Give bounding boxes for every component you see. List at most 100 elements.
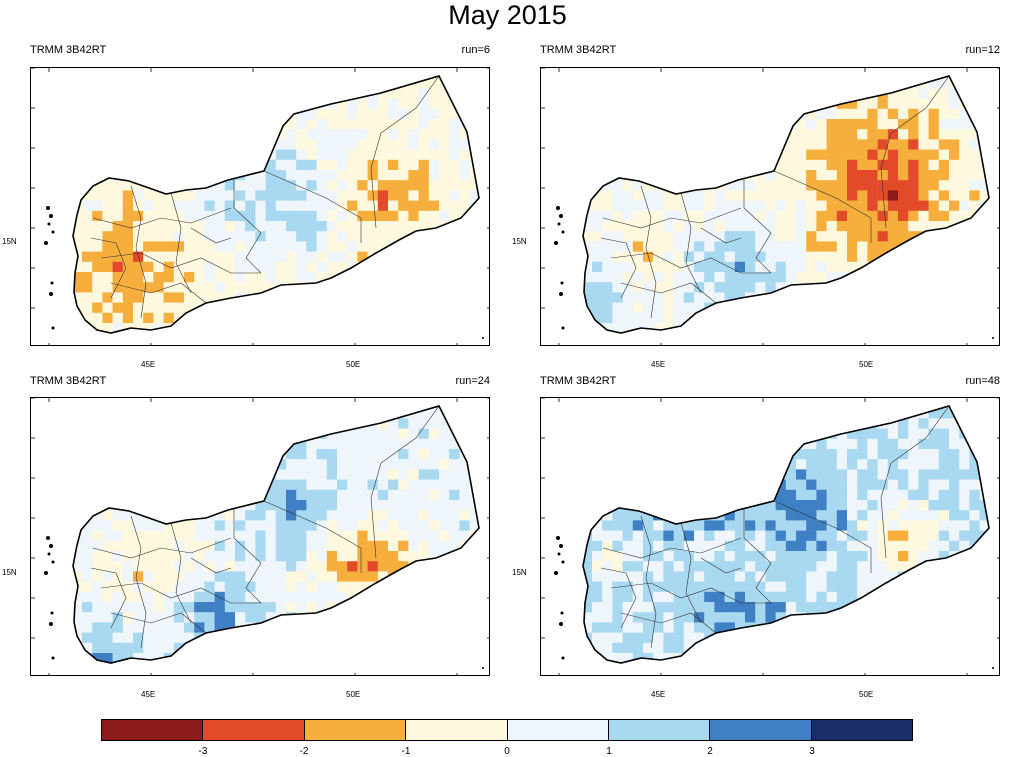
grid-cell: [245, 129, 256, 140]
province-boundary: [370, 76, 440, 229]
grid-cell: [959, 170, 970, 181]
grid-cell: [296, 449, 307, 460]
grid-cell: [367, 438, 379, 450]
grid-cell: [102, 333, 113, 344]
grid-cell: [245, 551, 256, 562]
grid-cell: [204, 581, 215, 593]
grid-cell: [235, 149, 246, 161]
grid-cell: [133, 408, 144, 419]
grid-cell: [347, 231, 358, 242]
grid-cell: [694, 428, 705, 440]
grid-cell: [663, 561, 674, 572]
grid-cell: [796, 500, 807, 511]
grid-cell: [214, 98, 226, 110]
grid-cell: [683, 200, 695, 212]
grid-cell: [82, 231, 93, 242]
grid-cell: [928, 159, 940, 171]
grid-cell: [224, 190, 236, 201]
grid-cell: [806, 333, 817, 344]
grid-cell: [704, 540, 715, 552]
grid-cell: [775, 449, 787, 460]
grid-cell: [194, 673, 205, 676]
grid-cell: [62, 429, 73, 440]
grid-cell: [265, 438, 277, 450]
grid-cell: [826, 282, 838, 293]
grid-cell: [583, 88, 593, 99]
grid-cell: [326, 170, 338, 181]
grid-cell: [428, 159, 440, 171]
grid-cell: [439, 333, 450, 344]
grid-cell: [673, 108, 685, 120]
grid-cell: [92, 571, 103, 582]
grid-cell: [847, 438, 858, 450]
grid-cell: [836, 190, 848, 201]
grid-cell: [82, 479, 93, 491]
grid-cell: [990, 480, 1000, 491]
grid-cell: [990, 231, 1000, 242]
grid-cell: [225, 343, 236, 346]
grid-cell: [265, 581, 277, 593]
grid-cell: [235, 272, 246, 283]
grid-cell: [153, 581, 164, 593]
grid-cell: [653, 170, 664, 181]
grid-cell: [949, 98, 960, 110]
grid-cell: [673, 520, 685, 531]
grid-cell: [561, 170, 572, 181]
grid-cell: [663, 408, 674, 419]
grid-cell: [969, 406, 980, 409]
grid-cell: [938, 200, 950, 212]
grid-cell: [184, 323, 195, 333]
grid-cell: [377, 653, 389, 663]
grid-cell: [796, 571, 807, 582]
grid-cell: [265, 551, 277, 562]
grid-cell: [775, 170, 787, 181]
grid-cell: [480, 429, 490, 440]
grid-cell: [316, 530, 328, 542]
grid-cell: [316, 241, 328, 252]
grid-cell: [898, 210, 909, 222]
grid-cell: [51, 150, 62, 161]
grid-cell: [632, 78, 644, 89]
grid-cell: [469, 139, 479, 150]
grid-cell: [602, 98, 613, 110]
grid-cell: [122, 210, 134, 222]
grid-cell: [408, 221, 419, 232]
grid-cell: [561, 343, 572, 346]
grid-cell: [918, 418, 929, 429]
grid-cell: [224, 98, 236, 110]
grid-cell: [235, 129, 246, 140]
grid-cell: [255, 272, 266, 283]
grid-cell: [326, 540, 338, 552]
grid-cell: [113, 343, 124, 346]
grid-cell: [347, 149, 358, 161]
grid-cell: [704, 571, 715, 582]
grid-cell: [734, 323, 746, 333]
grid-cell: [286, 673, 297, 676]
grid-cell: [785, 602, 797, 613]
grid-cell: [775, 210, 787, 222]
grid-cell: [898, 139, 909, 150]
grid-cell: [969, 98, 980, 110]
grid-cell: [112, 200, 124, 212]
grid-cell: [184, 406, 195, 409]
grid-cell: [306, 581, 317, 593]
grid-cell: [143, 343, 154, 346]
grid-cell: [979, 88, 989, 99]
grid-cell: [480, 272, 490, 283]
grid-cell: [979, 602, 989, 613]
grid-cell: [357, 312, 368, 324]
grid-cell: [82, 602, 93, 613]
grid-cell: [163, 500, 175, 511]
grid-cell: [908, 282, 919, 293]
grid-cell: [316, 602, 328, 613]
grid-cell: [133, 673, 144, 676]
grid-cell: [632, 449, 644, 460]
grid-cell: [653, 261, 664, 273]
grid-cell: [612, 190, 623, 201]
grid-cell: [184, 292, 195, 303]
grid-cell: [224, 551, 236, 562]
grid-cell: [73, 272, 83, 283]
grid-cell: [367, 129, 379, 140]
map-canvas: [31, 398, 490, 676]
grid-cell: [918, 221, 929, 232]
